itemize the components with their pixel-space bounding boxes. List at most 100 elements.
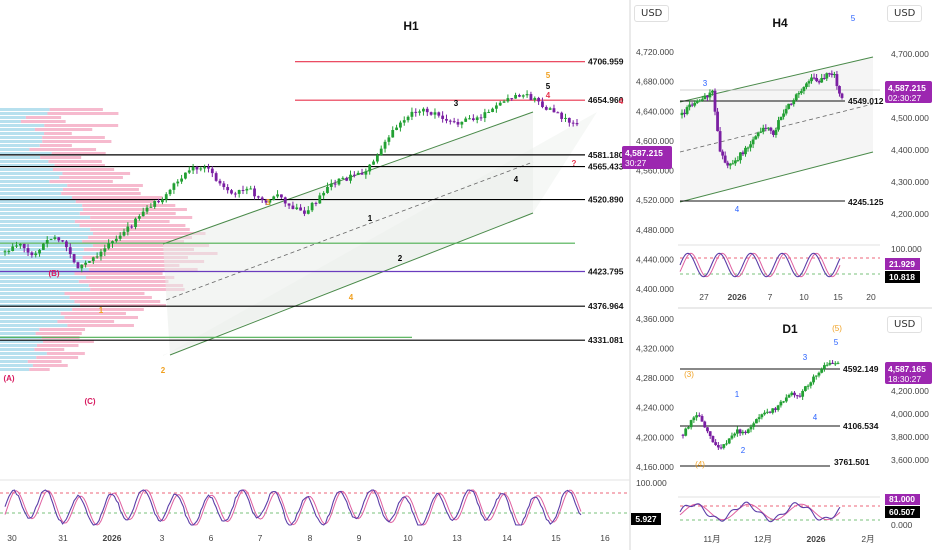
volume-profile-bar (29, 368, 50, 371)
d1-title: D1 (782, 322, 798, 336)
h1-candle-body (494, 105, 498, 109)
h1-candle-body (114, 238, 118, 242)
volume-profile-bar (0, 264, 83, 267)
d1-candle-body (803, 386, 807, 391)
h4-candle-body (812, 77, 816, 79)
d1-candle-body (801, 390, 805, 397)
h1-wave-label: 1 (99, 306, 104, 315)
h1-candle-body (433, 112, 437, 115)
h1-candle-body (345, 177, 349, 181)
h4-candle-body (764, 127, 768, 129)
volume-profile-bar (0, 112, 48, 115)
h1-level-label: 4423.795 (588, 266, 624, 276)
volume-profile-bar (0, 284, 89, 287)
d1-candle-body (738, 429, 742, 434)
h4-x-tick: 20 (866, 292, 876, 302)
h4-y-tick: 4,200.000 (891, 209, 929, 219)
volume-profile-bar (0, 296, 70, 299)
volume-profile-bar (0, 184, 68, 187)
d1-level-label: 4106.534 (843, 421, 879, 431)
volume-profile-bar (0, 256, 83, 259)
h1-y-tick: 4,360.000 (636, 314, 674, 324)
h4-price-tag (885, 81, 932, 103)
h1-level-label: 4706.959 (588, 57, 624, 67)
h4-candle-body (797, 93, 801, 95)
h1-candle-body (41, 243, 45, 250)
volume-profile-bar (0, 288, 91, 291)
h4-channel-fill (680, 57, 873, 202)
volume-profile-bar (0, 128, 35, 131)
h1-y-tick: 4,600.000 (636, 136, 674, 146)
volume-profile-bar (0, 208, 83, 211)
h1-candle-body (521, 95, 525, 97)
h1-candle-body (487, 112, 491, 114)
volume-profile-bar (90, 288, 185, 291)
volume-profile-bar (72, 196, 163, 199)
h4-candle-body (817, 81, 821, 83)
volume-profile-bar (0, 252, 102, 255)
h1-candle-body (7, 251, 11, 253)
volume-profile-bar (90, 216, 193, 219)
h4-candle-body (739, 152, 742, 161)
h1-candle-body (141, 211, 145, 217)
volume-profile-bar (0, 276, 87, 279)
h1-wave-label: (B) (48, 269, 59, 278)
h4-candle-body (744, 147, 747, 155)
volume-profile-bar (0, 368, 30, 371)
h1-candle-body (422, 108, 425, 112)
h1-x-tick: 13 (452, 533, 462, 543)
h1-candle-body (130, 226, 134, 228)
h4-candle-body (726, 162, 730, 166)
d1-candle-body (812, 376, 815, 383)
h1-x-tick: 30 (7, 533, 17, 543)
h4-candle-body (772, 130, 775, 135)
volume-profile-bar (0, 220, 75, 223)
volume-profile-bar (82, 204, 176, 207)
d1-candle-body (681, 434, 685, 436)
h4-channel-mid (679, 103, 874, 153)
h1-candle-body (18, 243, 22, 246)
currency-label-h4[interactable]: USD (887, 5, 923, 22)
h1-candle-body (310, 202, 314, 211)
h4-candle-body (723, 155, 727, 163)
d1-candle-body (746, 429, 750, 433)
h1-candle-body (548, 108, 552, 110)
d1-candle-body (706, 427, 709, 432)
h1-candle-body (260, 197, 264, 200)
h1-x-tick: 8 (308, 533, 313, 543)
volume-profile-bar (49, 108, 103, 111)
d1-x-tick: 2026 (807, 534, 826, 544)
d1-wave-label: 4 (813, 413, 818, 422)
h1-wave-label: 2 (398, 254, 403, 263)
h4-candle-body (789, 103, 793, 105)
volume-profile-bar (34, 348, 65, 351)
volume-profile-bar (0, 108, 50, 111)
volume-profile-bar (32, 364, 68, 367)
h1-candle-body (479, 117, 483, 119)
h4-candle-body (685, 107, 689, 114)
h4-x-tick: 7 (768, 292, 773, 302)
h4-candle-body (716, 111, 719, 132)
volume-profile-bar (82, 264, 180, 267)
currency-label-d1[interactable]: USD (887, 316, 923, 333)
h1-x-tick: 16 (600, 533, 610, 543)
h1-candle-body (383, 141, 387, 149)
h4-x-tick: 10 (799, 292, 809, 302)
h1-candle-body (187, 170, 191, 173)
currency-label-h1[interactable]: USD (634, 5, 670, 22)
h1-wave-label: 4 (514, 175, 519, 184)
h1-wave-label: 2 (161, 366, 166, 375)
h1-candle-body (280, 194, 283, 198)
volume-profile-bar (90, 228, 190, 231)
h1-x-tick: 31 (58, 533, 68, 543)
volume-profile-bar (0, 356, 37, 359)
d1-candle-body (790, 392, 794, 395)
volume-profile-bar (88, 236, 193, 239)
volume-profile-bar (74, 220, 170, 223)
d1-candle-body (695, 415, 698, 418)
d1-candle-body (744, 431, 747, 433)
h1-candle-body (544, 107, 548, 110)
volume-profile-bar (0, 352, 47, 355)
volume-profile-bar (0, 320, 58, 323)
